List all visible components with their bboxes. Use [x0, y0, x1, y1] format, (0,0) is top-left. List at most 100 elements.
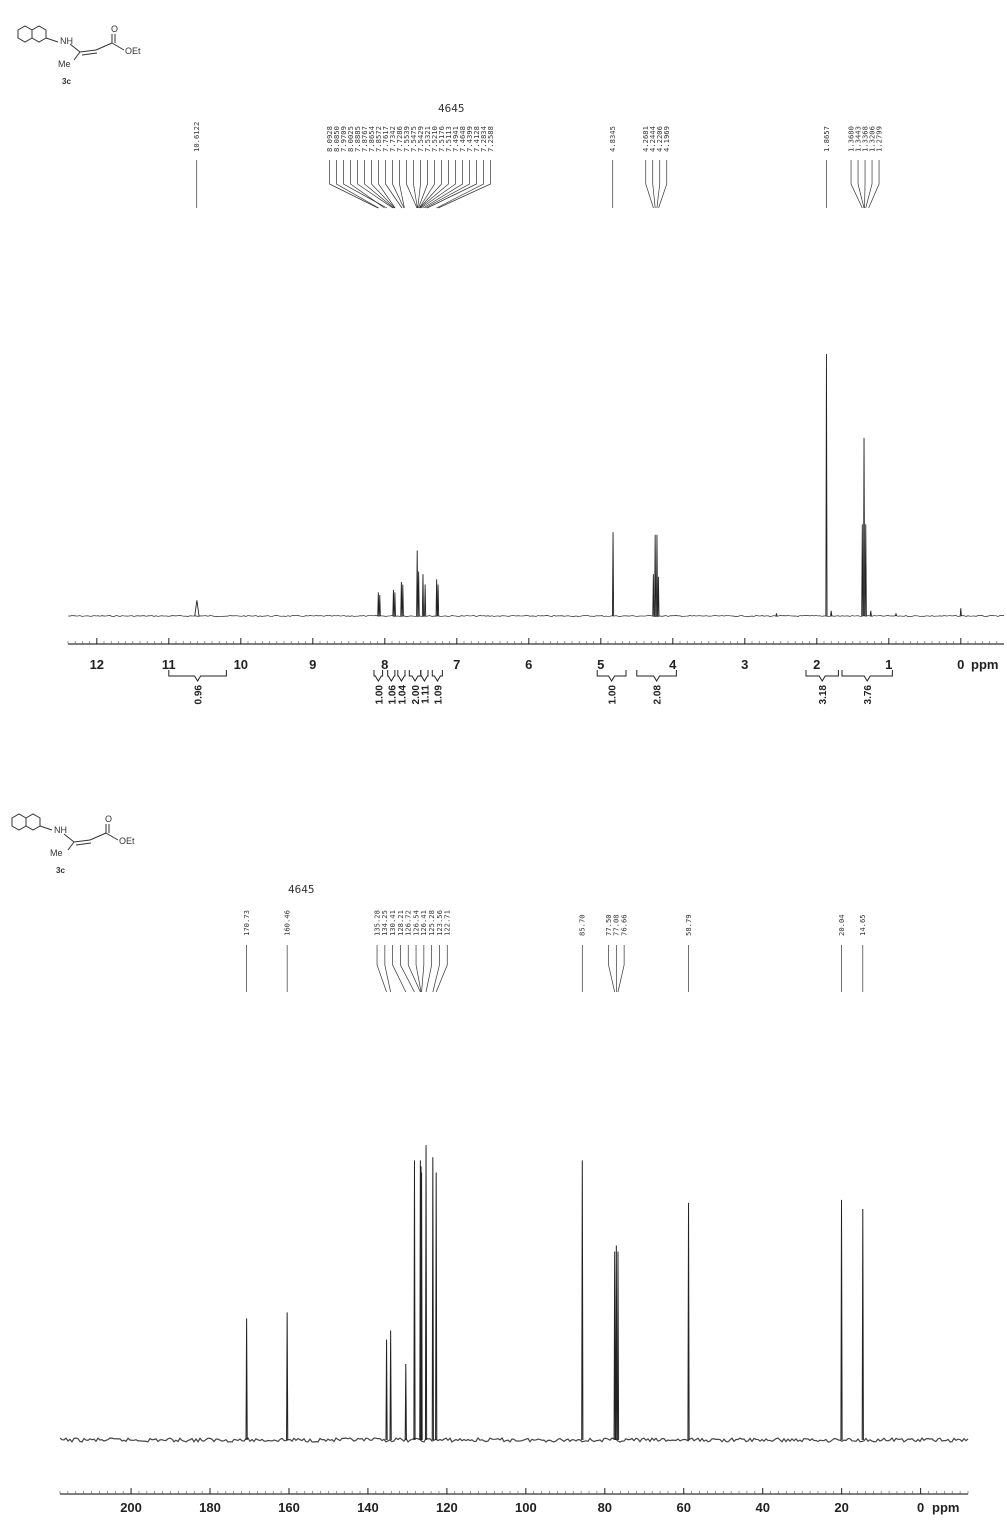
- peak-label: 1.3443: [853, 126, 862, 152]
- peak-label: 7.5321: [423, 126, 432, 152]
- peak-1: [286, 1312, 289, 1441]
- integration-value: 1.06: [387, 685, 398, 705]
- peak-label-leader: [415, 945, 422, 993]
- peak-label: 126.54: [411, 910, 420, 936]
- x-tick-label: 60: [677, 1500, 691, 1515]
- carbonyl-o-label: O: [105, 814, 112, 824]
- peak-label: 20.04: [837, 914, 846, 936]
- peak-label-leader: [865, 160, 873, 209]
- peak-18: [861, 1208, 864, 1441]
- x-tick-label: 0: [957, 657, 964, 672]
- peak-label: 4.8345: [608, 126, 617, 152]
- integration-bracket: [431, 670, 443, 682]
- peak-16: [655, 534, 659, 617]
- peak-label: 130.41: [388, 910, 397, 936]
- peak-label-leader: [378, 160, 396, 209]
- peak-9: [421, 574, 425, 617]
- peak-label-leader: [425, 945, 432, 993]
- peak-8: [420, 1172, 423, 1441]
- nh-label: NH: [60, 36, 73, 46]
- peak-label: 160.46: [283, 910, 292, 936]
- integration-value: 0.96: [194, 685, 205, 705]
- integration-bracket: [373, 670, 384, 682]
- peak-label-leader: [329, 160, 379, 209]
- peak-label-leader: [436, 160, 484, 209]
- peak-label-leader: [385, 160, 403, 209]
- peak-label: 7.5429: [416, 126, 425, 152]
- peak-2: [378, 595, 381, 617]
- peak-label-leader: [407, 945, 421, 993]
- peak-16: [687, 1202, 690, 1441]
- peak-label: 7.5539: [402, 126, 411, 152]
- peak-label-leader: [656, 160, 661, 209]
- carbonyl-o-label: O: [111, 24, 118, 34]
- peak-label: 1.8657: [822, 126, 831, 152]
- x-tick-label: 200: [120, 1500, 142, 1515]
- peak-label: 7.5475: [409, 126, 418, 152]
- compound-label: 3c: [56, 866, 65, 875]
- peak-label-leader: [658, 160, 668, 209]
- x-tick-label: 40: [755, 1500, 769, 1515]
- x-tick-label: 3: [741, 657, 748, 672]
- peak-8: [417, 571, 420, 617]
- compound-label: 3c: [62, 77, 71, 86]
- integration-bracket: [408, 670, 422, 682]
- peak-label: 14.65: [858, 914, 867, 936]
- peak-label: 7.7617: [381, 126, 390, 152]
- x-tick-label: 120: [436, 1500, 458, 1515]
- peak-24: [869, 610, 872, 617]
- peak-label-leader: [417, 160, 421, 209]
- integration-value: 1.00: [374, 685, 385, 705]
- peak-label: 7.5113: [444, 126, 453, 152]
- peak-label: 7.8572: [374, 126, 383, 152]
- peak-label: 1.3368: [860, 126, 869, 152]
- integration-bracket: [168, 670, 227, 682]
- spectrum-baseline: [59, 1436, 969, 1443]
- integration-bracket: [805, 670, 839, 682]
- peak-label-leader: [399, 160, 405, 209]
- spectrum-trace-layer: [59, 1145, 969, 1443]
- peak-label-leader: [364, 160, 394, 209]
- peak-label: 7.4128: [472, 126, 481, 152]
- peak-label: 7.2588: [486, 126, 495, 152]
- peak-label-leader: [406, 160, 418, 209]
- integration-value: 2.08: [653, 685, 664, 705]
- peak-label-leader: [424, 160, 470, 209]
- peak-15: [616, 1251, 620, 1441]
- peak-label-leader: [608, 945, 616, 993]
- peak-26: [959, 608, 962, 617]
- peak-18: [775, 613, 778, 617]
- peak-label: 128.21: [396, 910, 405, 936]
- peak-label-leader: [432, 945, 440, 993]
- peak-17: [657, 576, 660, 617]
- peak-14: [615, 1245, 618, 1441]
- peak-12: [437, 584, 440, 617]
- peak-label: 8.0025: [346, 126, 355, 152]
- peak-label-leader: [868, 160, 880, 209]
- peak-3: [392, 589, 395, 617]
- peak-14: [652, 574, 655, 617]
- x-tick-label: 1: [885, 657, 892, 672]
- peak-label: 10.6122: [192, 122, 201, 152]
- peak-label-leader: [350, 160, 385, 209]
- peak-label-leader: [400, 945, 415, 993]
- peak-label: 7.7286: [395, 126, 404, 152]
- peak-label: 7.8654: [367, 126, 376, 152]
- peak-label: 7.5210: [430, 126, 439, 152]
- peak-21: [861, 524, 864, 617]
- peak-label-leader: [392, 945, 407, 993]
- peak-label-leader: [435, 945, 448, 993]
- x-tick-label: 10: [234, 657, 248, 672]
- peak-label: 4.1969: [662, 126, 671, 152]
- peak-2: [385, 1339, 388, 1441]
- peak-label: 4.2206: [655, 126, 664, 152]
- peak-1: [377, 592, 380, 617]
- peak-label: 4.2444: [648, 126, 657, 152]
- h1-nmr-spectrum: NH Me O OEt 3c 4645 10.6122 8.09288.08507…: [17, 24, 1005, 705]
- peak-label: 7.4941: [451, 126, 460, 152]
- peak-4: [393, 592, 396, 617]
- x-axis: 200 180 160 140 120 100 80 60 40 20 0: [59, 1488, 969, 1515]
- peak-label: 122.71: [443, 910, 452, 936]
- sample-id: 4645: [288, 883, 315, 896]
- peak-label: 1.2799: [874, 126, 883, 152]
